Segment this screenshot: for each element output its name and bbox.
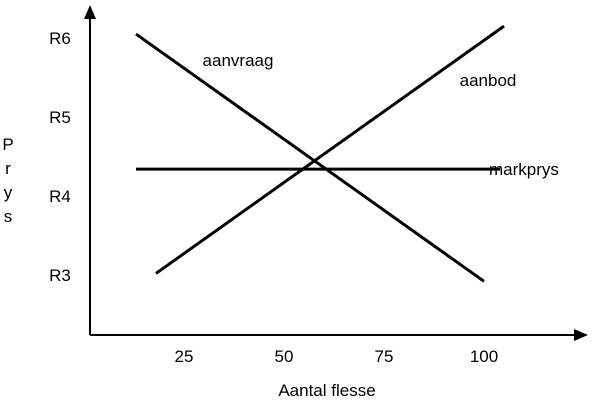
series-label-markprys: markprys (489, 160, 559, 179)
x-tick-labels: 25 50 75 100 (175, 347, 499, 366)
series-labels: aanvraag aanbod markprys (203, 51, 559, 179)
series-line-aanbod (155, 24, 505, 275)
series-line-aanvraag (135, 32, 485, 283)
y-axis-title-letter: r (5, 159, 11, 178)
x-axis-title: Aantal flesse (278, 381, 375, 400)
y-tick-label: R6 (49, 29, 71, 48)
y-tick-label: R3 (49, 266, 71, 285)
x-tick-label: 100 (470, 347, 498, 366)
series-lines (135, 24, 505, 283)
series-label-aanbod: aanbod (460, 71, 517, 90)
y-axis-title-letter: P (2, 135, 13, 154)
series-label-aanvraag: aanvraag (203, 51, 274, 70)
y-tick-labels: R3 R4 R5 R6 (49, 29, 71, 285)
y-axis-arrow (84, 5, 96, 19)
y-tick-label: R5 (49, 108, 71, 127)
x-axis-arrow (574, 329, 588, 341)
y-tick-label: R4 (49, 187, 71, 206)
x-tick-label: 75 (375, 347, 394, 366)
x-tick-label: 50 (275, 347, 294, 366)
axes (84, 5, 588, 341)
x-tick-label: 25 (175, 347, 194, 366)
y-axis-title-letter: s (4, 207, 13, 226)
y-axis-title-letter: y (4, 183, 13, 202)
